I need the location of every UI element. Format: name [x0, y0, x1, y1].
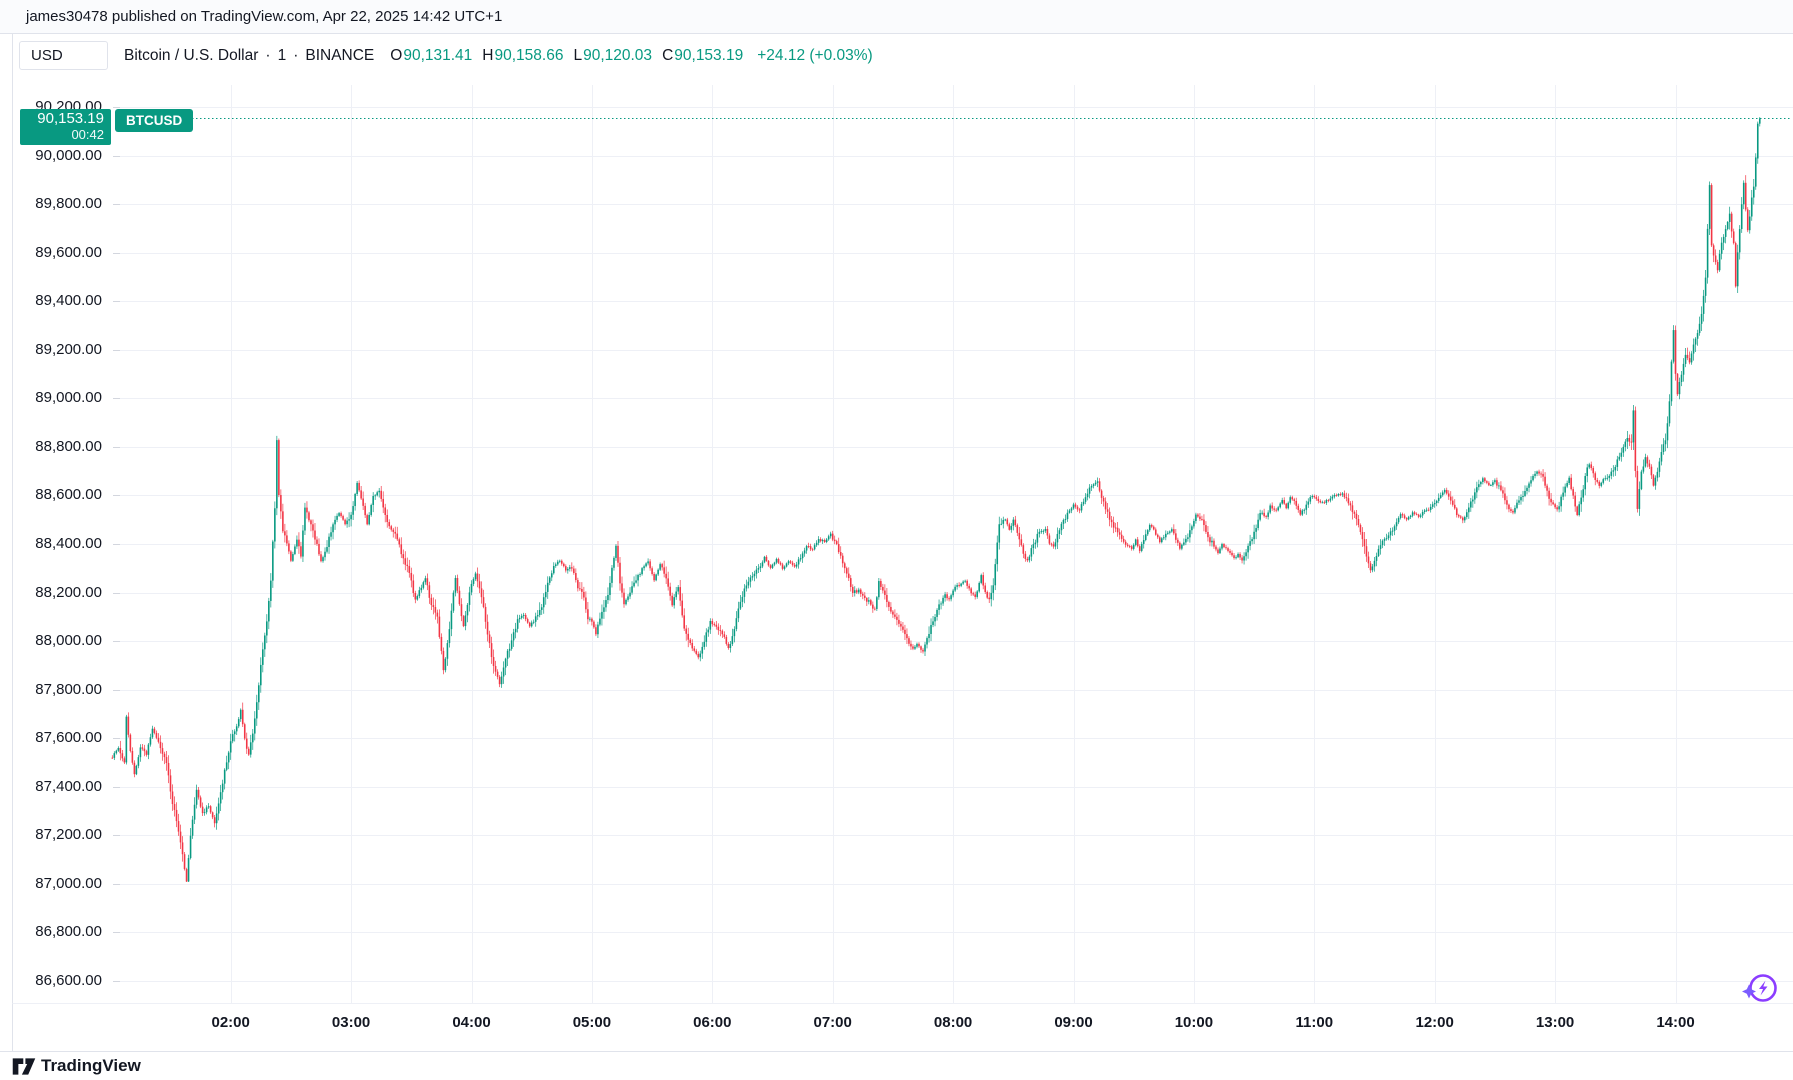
price-axis-label: 87,200.00	[35, 826, 102, 844]
separator-dot: ·	[265, 46, 271, 64]
price-axis-label: 89,600.00	[35, 243, 102, 261]
currency-button-label: USD	[31, 47, 63, 64]
price-axis-label: 88,400.00	[35, 535, 102, 552]
price-axis-label: 86,800.00	[35, 923, 102, 941]
time-axis-label: 02:00	[211, 1014, 250, 1031]
last-price-axis-label: 90,153.19 00:42	[20, 109, 111, 146]
price-axis-label: 88,200.00	[35, 583, 102, 601]
symbol-info-row: Bitcoin / U.S. Dollar · 1 · BINANCE O90,…	[124, 41, 873, 70]
price-axis-label: 89,200.00	[35, 340, 102, 358]
time-axis-label: 13:00	[1535, 1014, 1575, 1031]
price-axis-label: 89,000.00	[35, 389, 102, 407]
price-axis-label: 87,000.00	[35, 874, 102, 892]
time-axis-label: 04:00	[452, 1014, 491, 1031]
currency-button[interactable]: USD	[19, 41, 108, 70]
price-axis-label: 90,000.00	[35, 146, 102, 164]
price-axis-label: 87,800.00	[35, 680, 102, 698]
time-axis[interactable]: 02:00 03:00 04:00 05:00 06:00 07:00 08:00 09:00…	[0, 1003, 1793, 1051]
time-axis-label: 05:00	[572, 1014, 612, 1031]
time-axis-label: 12:00	[1415, 1014, 1454, 1031]
price-axis-label: 86,600.00	[35, 972, 102, 989]
ohlc-open: O90,131.41	[390, 46, 473, 64]
exchange-label: BINANCE	[305, 46, 375, 64]
price-axis-label: 89,400.00	[35, 292, 102, 310]
time-axis-label: 14:00	[1656, 1014, 1695, 1031]
price-change-label: +24.12 (+0.03%)	[757, 46, 873, 64]
time-axis-label: 07:00	[813, 1014, 852, 1031]
price-axis[interactable]: 90,200.00 90,000.00 89,800.00 89,600.00 89,4…	[0, 33, 113, 1003]
price-axis-label: 88,600.00	[35, 486, 102, 504]
price-axis-label: 87,600.00	[35, 729, 102, 747]
bar-countdown: 00:42	[71, 127, 104, 143]
symbol-badge-label: BTCUSD	[126, 113, 183, 129]
time-axis-label: 10:00	[1174, 1014, 1214, 1031]
price-axis-label: 87,400.00	[35, 777, 102, 795]
tradingview-logo-icon	[12, 1058, 36, 1075]
separator-dot: ·	[293, 46, 299, 64]
ai-assistant-button[interactable]	[1736, 966, 1784, 1014]
ohlc-values: O90,131.41 H90,158.66 L90,120.03 C90,153…	[390, 47, 753, 65]
time-axis-label: 06:00	[693, 1014, 732, 1031]
ai-spark-lightning-icon	[1742, 974, 1777, 1002]
ohlc-high: H90,158.66	[482, 46, 564, 64]
interval-label: 1	[277, 46, 287, 64]
ohlc-close: C90,153.19	[662, 46, 744, 64]
symbol-title: Bitcoin / U.S. Dollar	[124, 46, 259, 64]
price-axis-label: 89,800.00	[35, 195, 102, 213]
time-axis-label: 11:00	[1295, 1014, 1334, 1031]
tradingview-logo-link[interactable]: TradingView	[41, 1056, 141, 1075]
symbol-badge: BTCUSD	[115, 109, 194, 133]
time-axis-label: 03:00	[331, 1014, 371, 1031]
time-axis-label: 09:00	[1054, 1014, 1093, 1031]
ohlc-low: L90,120.03	[573, 46, 653, 64]
price-axis-label: 88,000.00	[35, 632, 102, 650]
time-axis-label: 08:00	[933, 1014, 973, 1031]
last-price-value: 90,153.19	[37, 110, 104, 128]
footer-bar: TradingView	[0, 1052, 1793, 1080]
price-axis-label: 88,800.00	[35, 437, 102, 455]
